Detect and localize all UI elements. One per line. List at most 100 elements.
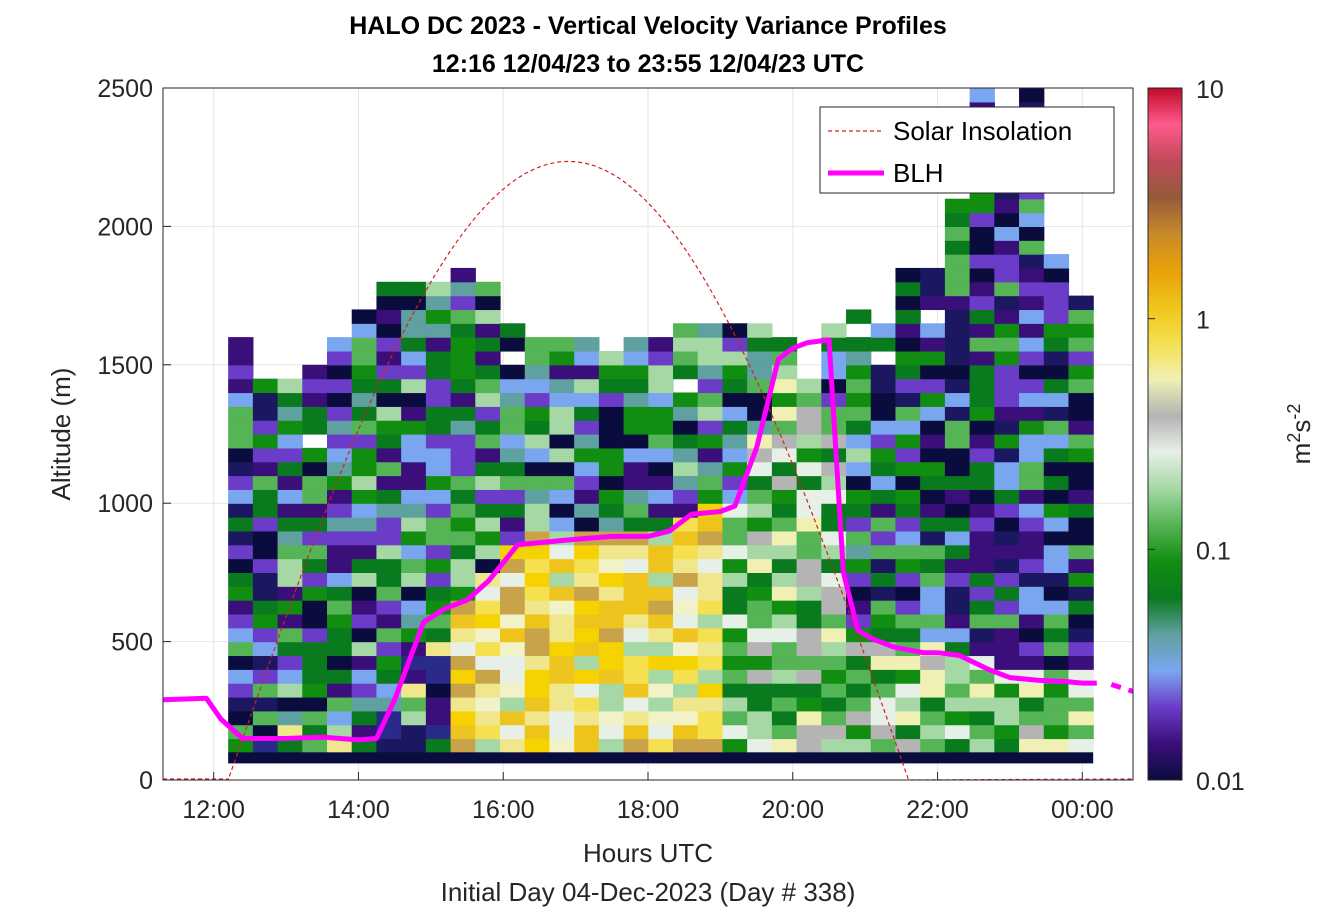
heatmap-cell: [895, 489, 921, 504]
heatmap-cell: [598, 461, 625, 477]
heatmap-cell: [425, 683, 452, 698]
heatmap-cell: [549, 503, 575, 518]
heatmap-cell: [771, 600, 798, 615]
heatmap-cell: [1068, 406, 1094, 421]
heatmap-cell: [252, 738, 279, 753]
heatmap-cell: [376, 558, 402, 573]
heatmap-cell: [697, 489, 724, 504]
heatmap-cell: [277, 530, 303, 546]
heatmap-cell: [1068, 613, 1094, 629]
heatmap-cell: [425, 503, 452, 518]
heatmap-cell: [673, 461, 699, 477]
heatmap-cell: [450, 267, 476, 283]
heatmap-cell: [1043, 406, 1070, 421]
heatmap-cell: [697, 406, 724, 421]
heatmap-cell: [1019, 724, 1045, 740]
heatmap-cell: [401, 350, 427, 366]
heatmap-cell: [277, 461, 303, 477]
heatmap-cell: [870, 475, 897, 490]
heatmap-cell: [697, 600, 724, 615]
heatmap-cell: [1019, 420, 1045, 435]
heatmap-cell: [969, 530, 995, 546]
heatmap-cell: [648, 489, 674, 504]
heatmap-cell: [598, 447, 625, 463]
heatmap-cell: [1019, 323, 1045, 338]
heatmap-cell: [598, 572, 625, 587]
heatmap-cell: [920, 475, 946, 490]
heatmap-cell: [895, 420, 921, 435]
heatmap-cell: [1043, 364, 1070, 380]
heatmap-cell: [623, 420, 649, 435]
heatmap-cell: [673, 434, 699, 449]
heatmap-cell: [1068, 683, 1094, 698]
heatmap-cell: [401, 378, 427, 394]
heatmap-cell: [895, 696, 921, 712]
heatmap-cell: [351, 392, 378, 407]
heatmap-cell: [870, 655, 897, 670]
heatmap-cell: [475, 475, 501, 490]
heatmap-cell: [401, 696, 427, 712]
heatmap-cell: [450, 544, 476, 560]
heatmap-cell: [796, 517, 822, 532]
heatmap-cell: [870, 378, 897, 394]
heatmap-cell: [747, 558, 773, 573]
heatmap-cell: [796, 738, 822, 753]
heatmap-cell: [969, 212, 995, 227]
heatmap-cell: [302, 558, 328, 573]
heatmap-cell: [500, 627, 526, 643]
y-axis-label: Altitude (m): [46, 368, 76, 501]
heatmap-cell: [598, 613, 625, 629]
heatmap-cell: [425, 489, 452, 504]
heatmap-cell: [450, 406, 476, 421]
heatmap-cell: [722, 530, 748, 546]
heatmap-cell: [351, 669, 378, 684]
heatmap-cell: [796, 544, 822, 560]
x-tick-label: 12:00: [182, 796, 245, 824]
y-tick-label: 0: [139, 767, 153, 795]
heatmap-cell: [722, 738, 748, 753]
heatmap-cell: [598, 517, 625, 532]
heatmap-cell: [500, 364, 526, 380]
heatmap-cell: [1043, 254, 1070, 269]
heatmap-cell: [944, 378, 971, 394]
heatmap-cell: [252, 447, 279, 463]
heatmap-cell: [846, 710, 872, 726]
heatmap-cell: [475, 517, 501, 532]
heatmap-cell: [969, 613, 995, 629]
heatmap-cell: [252, 600, 279, 615]
heatmap-cell: [969, 517, 995, 532]
heatmap-cell: [920, 364, 946, 380]
heatmap-cell: [771, 420, 798, 435]
heatmap-cell: [796, 669, 822, 684]
heatmap-cell: [598, 655, 625, 670]
heatmap-cell: [574, 406, 600, 421]
heatmap-cell: [252, 489, 279, 504]
heatmap-cell: [648, 600, 674, 615]
heatmap-cell: [846, 683, 872, 698]
heatmap-cell: [623, 378, 649, 394]
heatmap-cell: [920, 724, 946, 740]
heatmap-cell: [870, 558, 897, 573]
heatmap-cell: [623, 434, 649, 449]
heatmap-cell: [673, 641, 699, 657]
heatmap-cell: [673, 337, 699, 352]
heatmap-cell: [944, 627, 971, 643]
heatmap-cell: [846, 309, 872, 324]
heatmap-cell: [722, 710, 748, 726]
heatmap-cell: [401, 683, 427, 698]
blh-line: [163, 337, 1097, 743]
heatmap-cell: [944, 503, 971, 518]
heatmap-cell: [697, 641, 724, 657]
heatmap-cell: [475, 350, 501, 366]
heatmap-cell: [252, 503, 279, 518]
heatmap-cell: [771, 586, 798, 601]
heatmap-cell: [870, 517, 897, 532]
heatmap-cell: [277, 544, 303, 560]
heatmap-cell: [524, 461, 551, 477]
heatmap-cell: [228, 420, 254, 435]
heatmap-cell: [228, 447, 254, 463]
heatmap-cell: [574, 489, 600, 504]
heatmap-cell: [228, 586, 254, 601]
heatmap-cell: [475, 544, 501, 560]
heatmap-cell: [846, 655, 872, 670]
